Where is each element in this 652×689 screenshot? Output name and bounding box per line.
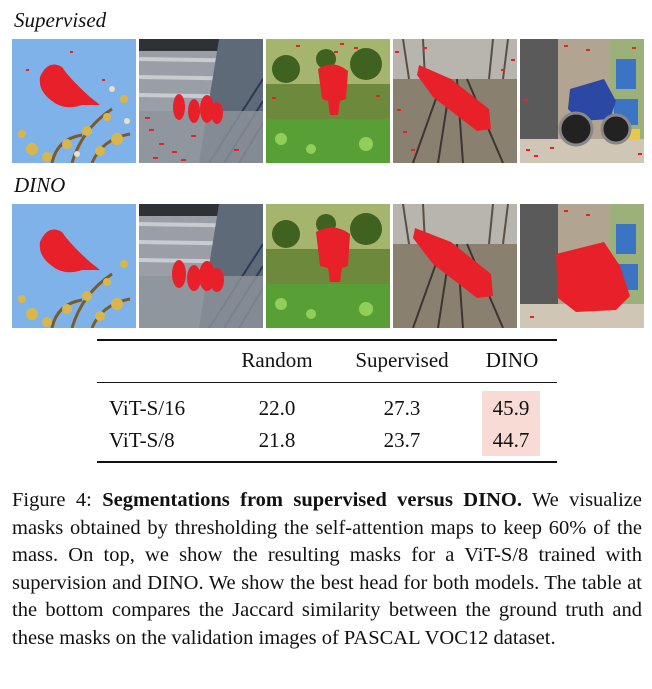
header-random: Random	[241, 348, 313, 372]
train-image	[393, 39, 517, 163]
bird-image	[12, 39, 136, 163]
motorbike-image	[520, 204, 644, 328]
header-supervised: Supervised	[355, 348, 449, 372]
caption-body: We visualize masks obtained by threshold…	[12, 489, 642, 649]
model-name: ViT-S/16	[109, 396, 186, 420]
bird-image	[12, 204, 136, 328]
row-label-supervised: Supervised	[14, 8, 107, 32]
value-dino: 44.7	[492, 428, 530, 452]
ducks-image	[139, 39, 263, 163]
motorbike-image	[520, 39, 644, 163]
ducks-image	[139, 204, 263, 328]
highlight-cell	[482, 426, 540, 456]
elephant-image	[266, 39, 390, 163]
value-random: 22.0	[258, 396, 296, 420]
table-mid-rule	[97, 382, 557, 383]
supervised-image-row	[12, 39, 644, 163]
elephant-image	[266, 204, 390, 328]
row-label-dino: DINO	[14, 173, 66, 197]
value-random: 21.8	[258, 428, 296, 452]
table-top-rule	[97, 339, 557, 341]
table-bottom-rule	[97, 461, 557, 463]
model-name: ViT-S/8	[109, 428, 175, 452]
caption-prefix: Figure 4:	[12, 489, 103, 511]
caption-bold-title: Segmentations from supervised versus DIN…	[102, 489, 522, 511]
train-image	[393, 204, 517, 328]
value-supervised: 23.7	[383, 428, 421, 452]
highlight-cell	[482, 391, 540, 426]
value-dino: 45.9	[492, 396, 530, 420]
figure-caption: Figure 4: Segmentations from supervised …	[12, 487, 642, 652]
dino-image-row	[12, 204, 644, 328]
header-dino: DINO	[485, 348, 539, 372]
value-supervised: 27.3	[383, 396, 421, 420]
